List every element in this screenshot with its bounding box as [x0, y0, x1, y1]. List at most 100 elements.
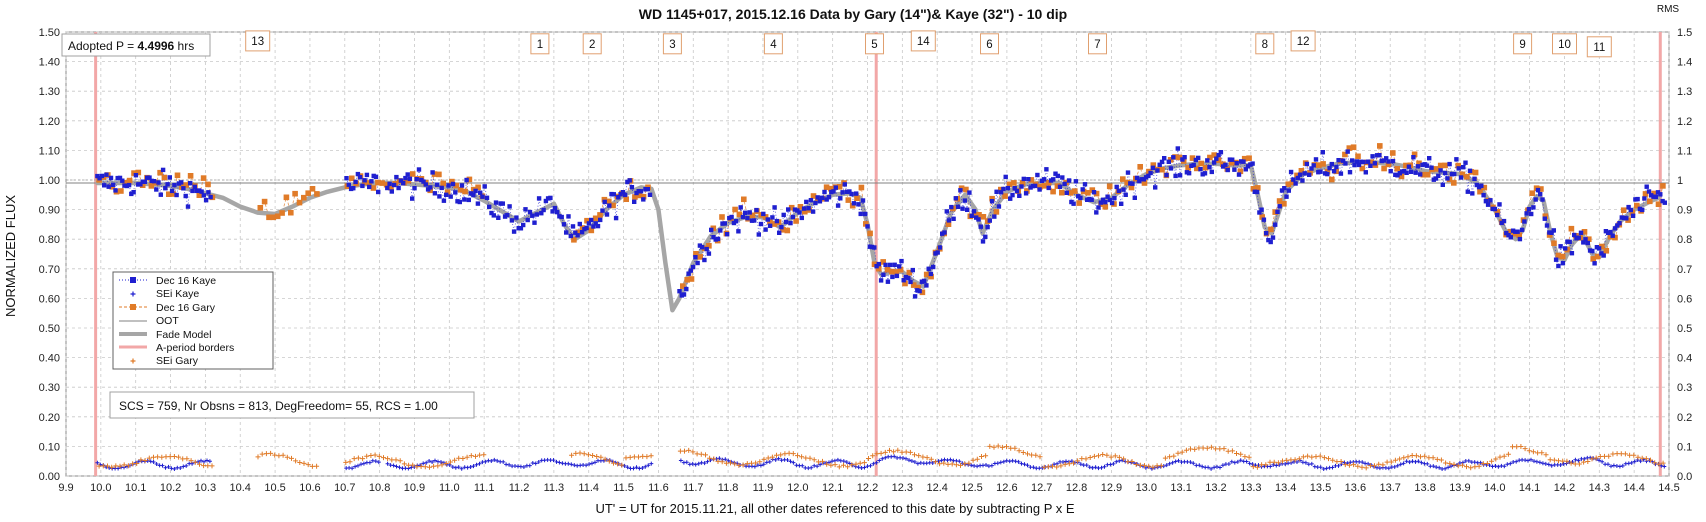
kaye-point — [102, 183, 107, 188]
sei-kaye-point — [1437, 465, 1442, 470]
sei-gary-point — [1171, 453, 1177, 459]
kaye-point — [450, 181, 456, 187]
rms-tick-label: 1.2 — [1677, 116, 1692, 128]
kaye-point — [1189, 163, 1194, 168]
sei-kaye-point — [1472, 460, 1477, 465]
sei-gary-point — [719, 459, 725, 465]
sei-gary-point — [1606, 453, 1612, 459]
kaye-point — [1374, 153, 1380, 158]
legend-label: SEi Gary — [156, 355, 199, 367]
kaye-point — [958, 188, 963, 193]
kaye-point — [1220, 164, 1226, 169]
sei-gary-point — [427, 464, 432, 470]
kaye-point — [906, 275, 911, 281]
kaye-point — [1499, 220, 1504, 226]
x-tick-label: 10.9 — [404, 482, 425, 494]
kaye-point — [1109, 200, 1115, 206]
kaye-point — [138, 182, 143, 187]
kaye-point — [1427, 156, 1432, 161]
kaye-point — [1032, 183, 1038, 189]
kaye-point — [983, 234, 988, 239]
gary-point — [274, 213, 281, 220]
sei-kaye-point — [1022, 462, 1027, 467]
kaye-point — [371, 173, 376, 179]
sei-gary-point — [1376, 461, 1382, 467]
sei-gary-point — [682, 448, 687, 454]
sei-gary-point — [289, 455, 294, 461]
sei-gary-point — [368, 453, 374, 458]
gary-point — [1124, 179, 1130, 186]
sei-gary-point — [431, 463, 437, 469]
kaye-point — [1064, 190, 1069, 195]
kaye-point — [1338, 171, 1344, 176]
sei-kaye-point — [471, 464, 476, 469]
sei-gary-point — [100, 463, 106, 469]
x-tick-label: 11.0 — [439, 482, 460, 494]
gary-point — [880, 259, 886, 265]
sei-kaye-point — [1549, 463, 1554, 468]
kaye-point — [989, 199, 995, 204]
kaye-point — [1594, 245, 1600, 250]
kaye-point — [926, 266, 931, 271]
x-tick-labels: 9.9 10.0 10.1 10.2 10.3 10.4 10.5 10.6 10.7 10.8 1… — [58, 482, 1679, 494]
sei-gary-point — [1551, 457, 1557, 463]
sei-gary-point — [769, 454, 775, 460]
x-tick-label: 14.5 — [1658, 482, 1679, 494]
kaye-point — [1513, 229, 1518, 234]
sei-kaye-point — [1534, 459, 1539, 464]
kaye-point — [899, 258, 904, 264]
sei-kaye-point — [1200, 464, 1205, 469]
gary-point — [584, 217, 590, 224]
x-axis-label: UT' = UT for 2015.11.21, all other dates… — [595, 501, 1074, 516]
sei-gary-point — [1309, 454, 1315, 460]
sei-kaye-point — [587, 462, 592, 467]
gary-point — [828, 185, 834, 192]
gary-point — [135, 169, 142, 176]
statistics-text: SCS = 759, Nr Obsns = 813, DegFreedom= 5… — [119, 399, 438, 413]
sei-kaye-point — [1247, 461, 1252, 466]
sei-gary-point — [1643, 456, 1649, 462]
sei-kaye-point — [1111, 461, 1116, 466]
kaye-point — [523, 207, 528, 212]
sei-gary-point — [1576, 461, 1582, 467]
kaye-point — [917, 288, 922, 294]
gary-point — [1660, 183, 1666, 189]
kaye-point — [897, 264, 902, 269]
fade-model-path — [95, 159, 1661, 313]
kaye-point — [1150, 165, 1156, 170]
sei-gary-point — [1004, 444, 1009, 450]
kaye-point — [507, 204, 512, 209]
gary-point — [1006, 181, 1013, 188]
sei-kaye-point — [640, 466, 645, 470]
sei-kaye-point — [1090, 465, 1095, 470]
dip-label-text: 1 — [537, 39, 543, 51]
kaye-point — [869, 244, 875, 250]
kaye-point — [711, 235, 716, 240]
sei-kaye-point — [160, 463, 165, 468]
gary-point — [292, 190, 298, 197]
kaye-point — [987, 218, 992, 223]
kaye-point — [1153, 185, 1158, 190]
sei-kaye-point — [1040, 465, 1045, 470]
kaye-point — [1544, 223, 1550, 228]
sei-gary-point — [832, 462, 838, 468]
sei-gary-point — [1179, 449, 1185, 455]
sei-kaye-point — [835, 457, 840, 462]
sei-gary-point — [765, 455, 771, 461]
sei-kaye-point — [678, 458, 683, 463]
x-tick-label: 13.2 — [1205, 482, 1226, 494]
y-tick-label: 0.10 — [39, 441, 60, 453]
kaye-point — [842, 182, 847, 187]
sei-kaye-point — [1031, 465, 1036, 470]
rms-tick-label: 0.2 — [1677, 412, 1692, 424]
kaye-point — [1347, 170, 1353, 175]
kaye-point — [645, 187, 650, 192]
kaye-point — [1601, 253, 1606, 258]
sei-gary-point — [686, 447, 692, 453]
kaye-point — [1558, 244, 1563, 249]
sei-gary-point — [866, 456, 871, 461]
gary-point — [187, 173, 194, 179]
sei-gary-point — [1526, 448, 1532, 454]
sei-kaye-point — [1404, 459, 1409, 464]
sei-gary-point — [1438, 457, 1444, 463]
